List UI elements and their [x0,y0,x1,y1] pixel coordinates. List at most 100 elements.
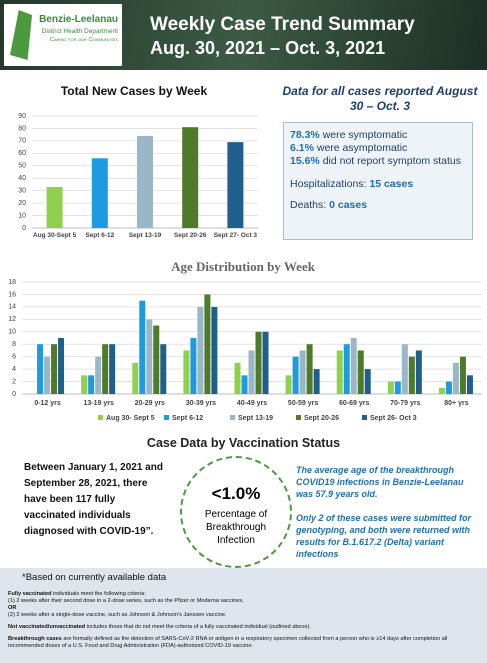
age-chart: Age Distribution by Week 0 2 4 6 8 10 12 14 16 18 0… [8,262,482,422]
definition: individuals meet the following criteria: [53,591,146,597]
y-tick-label: 10 [8,329,16,336]
subtitle: Aug. 30, 2021 – Oct. 3, 2021 [150,38,386,58]
circle-value: <1.0% [211,484,261,503]
bar [285,375,292,394]
bar [44,356,51,394]
bar [227,142,244,228]
bar [139,300,146,394]
y-tick-label: 0 [12,391,16,398]
term: Not vaccinated/unvaccinated [8,624,86,630]
logo-name: Benzie-Leelanau [39,14,118,25]
bar [46,186,63,228]
bar [445,381,452,394]
x-tick-label: 50-59 yrs [288,400,318,407]
cases-chart: Total New Cases by Week 0 10 20 30 40 50 60 70 80… [18,84,258,232]
x-tick-label: 30-39 yrs [186,400,216,407]
stat-label: Deaths: [290,199,327,211]
x-tick-label: 40-49 yrs [237,400,267,407]
stat-label: Hospitalizations: [290,178,367,190]
y-tick-label: 60 [18,150,26,157]
x-tick-label: 80+ yrs [444,400,468,407]
note: Only 2 of these cases were submitted for… [296,513,472,559]
definition: OR [8,605,17,611]
bar [160,344,167,394]
y-tick-label: 80 [18,125,26,132]
definition: (1) 2 weeks after their second dose in a… [8,598,244,604]
y-tick-label: 16 [8,291,16,298]
bar [146,319,153,394]
x-tick-label: Sept 13-19 [128,232,162,239]
bar [211,306,218,394]
legend-swatch [164,415,169,420]
bar [299,350,306,394]
stats-heading: Data for all cases reported August 30 – … [282,84,478,113]
logo-department: District Health Department [41,28,118,35]
bar [241,375,248,394]
stat-text: were asymptomatic [316,142,408,154]
bar [91,158,108,228]
bar [459,356,466,394]
y-tick-label: 10 [18,212,26,219]
bar [204,294,211,394]
bar [313,369,320,394]
y-tick-label: 2 [12,378,16,385]
y-tick-label: 90 [18,113,26,120]
stat-value: 15.6% [290,155,320,167]
definition: are formally defined as the detection of… [8,636,448,649]
x-tick-label: 60-69 yrs [339,400,369,407]
bar [408,356,415,394]
bar [306,344,313,394]
y-tick-label: 0 [22,225,26,232]
x-tick-label: Sept 6-12 [85,232,115,239]
x-tick-label: 0-12 yrs [34,400,61,407]
bar [109,344,116,394]
y-tick-label: 50 [18,163,26,170]
bar [248,350,255,394]
stat-value: 15 cases [369,178,414,190]
legend-swatch [362,415,367,420]
bar [292,356,299,394]
definitions: Fully vaccinated individuals meet the fo… [8,591,481,650]
bar [183,350,190,394]
bar [182,127,199,228]
logo-tagline: Caring for our Communities [49,37,118,43]
bar [153,325,160,394]
bar [137,135,153,228]
x-tick-label: 20-29 yrs [135,400,165,407]
chart-title: Age Distribution by Week [171,262,316,274]
stat-text: did not report symptom status [322,155,462,167]
logo: Benzie-Leelanau District Health Departme… [4,4,122,66]
stat-value: 0 cases [329,199,368,211]
vaccination-notes: The average age of the breakthrough COVI… [296,464,481,560]
bar [387,381,394,394]
definition: includes those that do not meet the crit… [86,624,311,630]
x-tick-label: 13-19 yrs [83,400,113,407]
y-tick-label: 6 [12,354,16,361]
x-tick-label: 70-79 yrs [390,400,420,407]
y-tick-label: 4 [12,366,16,373]
bar [415,350,422,394]
note: The average age of the breakthrough COVI… [296,465,464,499]
y-tick-label: 70 [18,138,26,145]
legend-swatch [98,415,103,420]
bar [190,338,197,394]
stat-value: 6.1% [290,142,314,154]
bar [197,306,204,394]
legend-label: Sept 13-19 [238,415,273,422]
bar [58,338,65,394]
y-tick-label: 12 [8,316,16,323]
x-tick-label: Aug 30-Sept 5 [32,232,77,239]
bar [81,375,88,394]
bar [438,387,445,394]
bar [37,344,44,394]
term: Breakthrough cases [8,636,62,642]
legend-swatch [230,415,235,420]
bar [51,344,58,394]
chart-title: Total New Cases by Week [61,84,208,98]
legend-label: Aug 30- Sept 5 [106,415,155,422]
bar [262,331,269,394]
term: Fully vaccinated [8,591,52,597]
stats-box: 78.3% were symptomatic 6.1% were asympto… [283,122,473,240]
y-tick-label: 18 [8,279,16,286]
